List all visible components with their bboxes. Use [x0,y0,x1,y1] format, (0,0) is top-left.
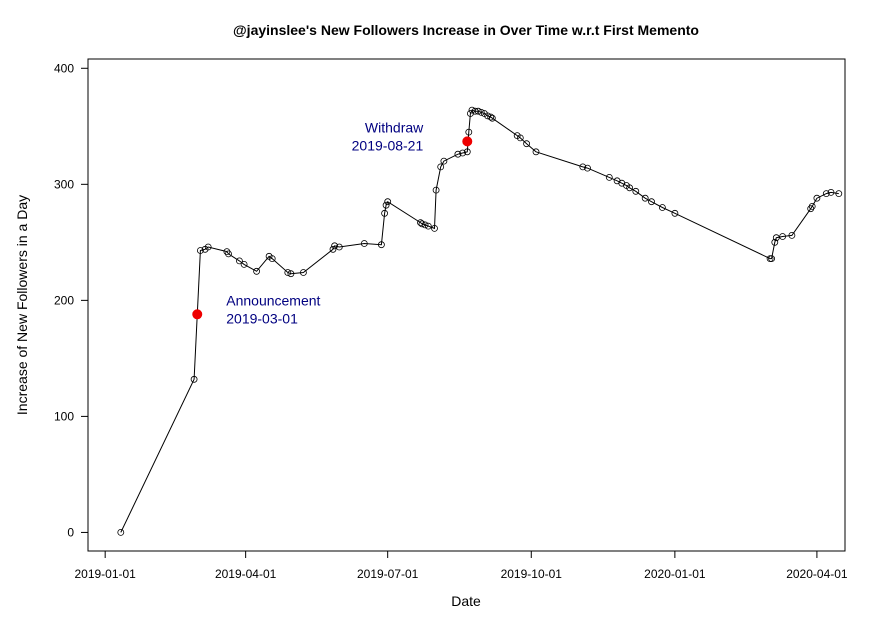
event-marker [462,136,473,147]
data-point [437,163,445,171]
data-point [335,243,343,251]
event-annotations: Announcement 2019-03-01 Withdraw 2019-08-21 [192,119,473,326]
y-tick-label: 400 [54,61,74,75]
data-point [768,255,775,263]
data-point [779,233,786,240]
data-point [299,269,307,276]
data-point [474,107,482,115]
x-tick-label: 2019-07-01 [357,567,419,581]
data-point [384,198,392,206]
data-point [584,164,591,172]
x-axis-label: Date [451,593,481,609]
data-point [424,222,432,230]
data-point [772,234,780,242]
event-date-label: 2019-03-01 [226,310,298,326]
data-point [487,113,495,121]
x-tick-label: 2020-01-01 [644,567,706,581]
y-tick-label: 0 [67,525,74,539]
x-axis: 2019-01-01 2019-04-01 2019-07-01 2019-10-01… [74,550,848,581]
data-point [659,204,666,211]
data-point [360,240,368,247]
data-point [632,187,640,195]
event-marker [192,309,203,320]
data-point [432,186,440,194]
data-point [463,148,471,156]
y-axis: 0 100 200 300 400 [54,61,89,539]
chart-title: @jayinslee's New Followers Increase in O… [233,22,699,38]
data-point [196,247,204,254]
data-point [190,375,198,383]
data-point [516,134,524,142]
data-point [381,209,389,217]
data-point [431,224,438,232]
data-point [377,241,385,249]
data-point [835,190,843,198]
data-point [287,270,295,278]
data-point [235,257,243,265]
data-point [477,109,485,116]
data-point [471,107,479,115]
data-point [771,238,779,246]
data-point [331,242,339,250]
data-point [605,173,613,181]
x-tick-label: 2019-01-01 [74,567,136,581]
data-point [418,220,426,228]
y-axis-label: Increase of New Followers in a Day [14,195,30,415]
data-point [253,267,261,275]
data-point [827,188,835,196]
x-tick-label: 2019-10-01 [501,567,563,581]
data-point [579,163,587,171]
data-point [117,529,125,536]
data-point [225,250,232,258]
event-date-label: 2019-08-21 [352,137,424,153]
data-point [488,114,496,122]
data-point [671,209,679,217]
data-point [813,194,821,202]
x-tick-label: 2019-04-01 [215,567,277,581]
data-point [641,194,649,202]
data-point [822,190,830,198]
data-point [454,150,462,158]
data-point [523,140,530,148]
event-label: Announcement [226,292,320,308]
data-point [459,149,467,157]
plot-area-frame [87,58,846,552]
data-point [648,198,655,206]
data-point [204,243,212,251]
data-point [440,157,448,165]
data-point [626,184,633,192]
y-tick-label: 300 [54,177,74,191]
event-label: Withdraw [365,119,424,135]
data-point [532,148,540,156]
data-point [268,255,276,263]
data-point [421,221,429,229]
data-point [382,201,390,209]
data-point [223,248,231,256]
data-point [284,269,292,276]
data-point [808,202,816,210]
y-tick-label: 200 [54,293,74,307]
data-point [240,260,248,268]
data-point [465,128,473,136]
data-point [329,245,337,253]
data-points [117,106,843,536]
y-tick-label: 100 [54,409,74,423]
series-line [120,109,839,533]
data-point [788,231,796,239]
x-tick-label: 2020-04-01 [786,567,848,581]
